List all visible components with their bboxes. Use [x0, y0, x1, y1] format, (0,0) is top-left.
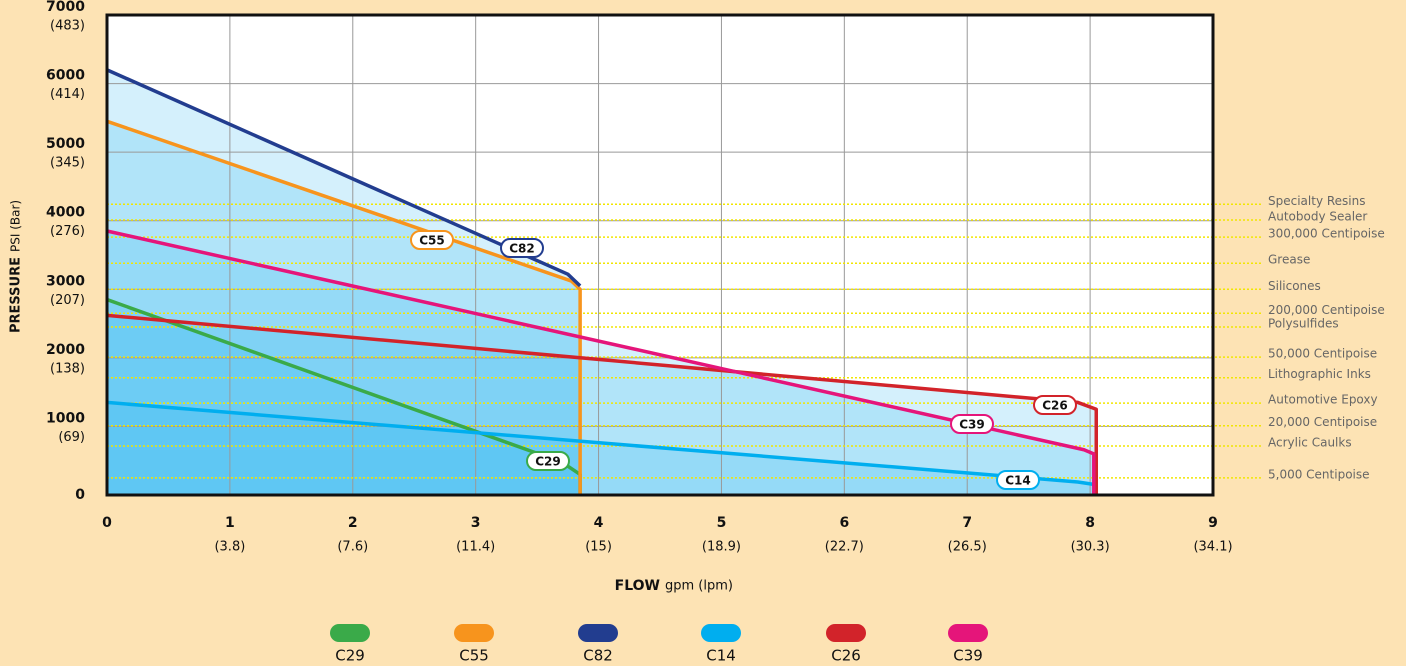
x-tick-label: 3 — [471, 515, 481, 531]
labels: 0 1 (3.8) 2 (7.6) 3 (11.4) 4 (15) 5 (18.9) 6 (22.7) 7… — [46, 0, 1385, 555]
reference-label: Grease — [1268, 253, 1310, 267]
reference-label: Polysulfides — [1268, 317, 1339, 331]
y-tick-label: 5000 — [46, 136, 85, 152]
y-tick-sublabel: (276) — [50, 224, 85, 239]
x-tick-label: 2 — [348, 515, 358, 531]
y-tick-sublabel: (345) — [50, 156, 85, 171]
y-tick-label: 0 — [75, 487, 85, 503]
x-tick-label: 5 — [717, 515, 727, 531]
series-line — [106, 68, 582, 288]
y-tick-label: 7000 — [46, 0, 85, 15]
x-tick-sublabel: (3.8) — [214, 540, 245, 555]
x-axis-unit: gpm (lpm) — [665, 579, 733, 594]
lines — [106, 68, 1099, 495]
series-tag-box — [410, 230, 454, 250]
y-tick-label: 2000 — [46, 342, 85, 358]
x-tick-sublabel: (18.9) — [702, 540, 741, 555]
x-tick-sublabel: (22.7) — [825, 540, 864, 555]
legend-swatch — [454, 624, 494, 642]
series-tag-box — [526, 451, 570, 471]
reference-label: Autobody Sealer — [1268, 210, 1367, 224]
series-tag: C14 — [1005, 474, 1031, 488]
x-tick-label: 4 — [594, 515, 604, 531]
y-tick-sublabel: (138) — [50, 361, 85, 376]
legend-label: C39 — [953, 647, 983, 665]
series-area — [107, 315, 1097, 495]
x-tick-label: 6 — [839, 515, 849, 531]
y-tick-sublabel: (483) — [50, 19, 85, 34]
y-tick-sublabel: (207) — [50, 293, 85, 308]
series-area — [107, 231, 1094, 495]
y-axis-title: PRESSURE — [9, 257, 24, 333]
plot-border — [105, 13, 1215, 497]
y-tick-sublabel: (69) — [58, 430, 85, 445]
legend-swatch — [948, 624, 988, 642]
legend-label: C82 — [583, 647, 613, 665]
areas — [107, 69, 1097, 496]
reference-label: 50,000 Centipoise — [1268, 347, 1377, 361]
series-area — [107, 402, 1097, 495]
legend-swatch — [826, 624, 866, 642]
x-tick-sublabel: (15) — [585, 540, 612, 555]
reference-label: Acrylic Caulks — [1268, 435, 1352, 449]
series-area — [107, 299, 581, 495]
x-tick-sublabel: (11.4) — [456, 540, 495, 555]
series-tag-box — [500, 238, 544, 258]
reference-label: 20,000 Centipoise — [1268, 415, 1377, 429]
x-tick-sublabel: (7.6) — [337, 540, 368, 555]
x-tick-label: 1 — [225, 515, 235, 531]
y-tick-label: 6000 — [46, 68, 85, 84]
x-tick-label: 8 — [1085, 515, 1095, 531]
series-area — [107, 121, 581, 496]
x-tick-label: 9 — [1208, 515, 1218, 531]
y-tick-label: 3000 — [46, 273, 85, 289]
plot-background — [107, 15, 1213, 495]
series-tag-box — [950, 414, 994, 434]
x-axis-title: FLOW — [615, 578, 660, 594]
reference-label: Lithographic Inks — [1268, 367, 1371, 381]
legend-label: C29 — [335, 647, 365, 665]
y-axis-title-group: PRESSURE PSI (Bar) — [9, 200, 24, 333]
legend-label: C14 — [706, 647, 736, 665]
legend-swatch — [701, 624, 741, 642]
series-line — [106, 229, 1096, 495]
series-tag: C26 — [1042, 399, 1068, 413]
x-tick-sublabel: (34.1) — [1193, 540, 1232, 555]
reference-label: 300,000 Centipoise — [1268, 227, 1385, 241]
reference-label: 5,000 Centipoise — [1268, 467, 1370, 481]
reference-label: Silicones — [1268, 279, 1321, 293]
x-tick-sublabel: (26.5) — [948, 540, 987, 555]
series-tag-box — [1033, 395, 1077, 415]
y-axis-unit: PSI (Bar) — [9, 200, 23, 252]
y-tick-sublabel: (414) — [50, 87, 85, 102]
series-tag: C39 — [959, 418, 985, 432]
legend-swatch — [330, 624, 370, 642]
series-line — [106, 313, 1099, 495]
x-tick-sublabel: (30.3) — [1071, 540, 1110, 555]
reference-label: Specialty Resins — [1268, 194, 1365, 208]
series-tag-box — [996, 470, 1040, 490]
x-tick-label: 0 — [102, 515, 112, 531]
reference-label: 200,000 Centipoise — [1268, 303, 1385, 317]
legend-label: C26 — [831, 647, 861, 665]
series-line — [106, 119, 582, 495]
legend-swatch — [578, 624, 618, 642]
y-tick-label: 1000 — [46, 410, 85, 426]
reference-lines — [107, 203, 1262, 479]
y-tick-label: 4000 — [46, 205, 85, 221]
series-tag: C55 — [419, 234, 445, 248]
series-tag: C82 — [509, 242, 535, 256]
x-tick-label: 7 — [962, 515, 972, 531]
reference-label: Automotive Epoxy — [1268, 393, 1378, 407]
series-tag: C29 — [535, 455, 561, 469]
legend-label: C55 — [459, 647, 489, 665]
